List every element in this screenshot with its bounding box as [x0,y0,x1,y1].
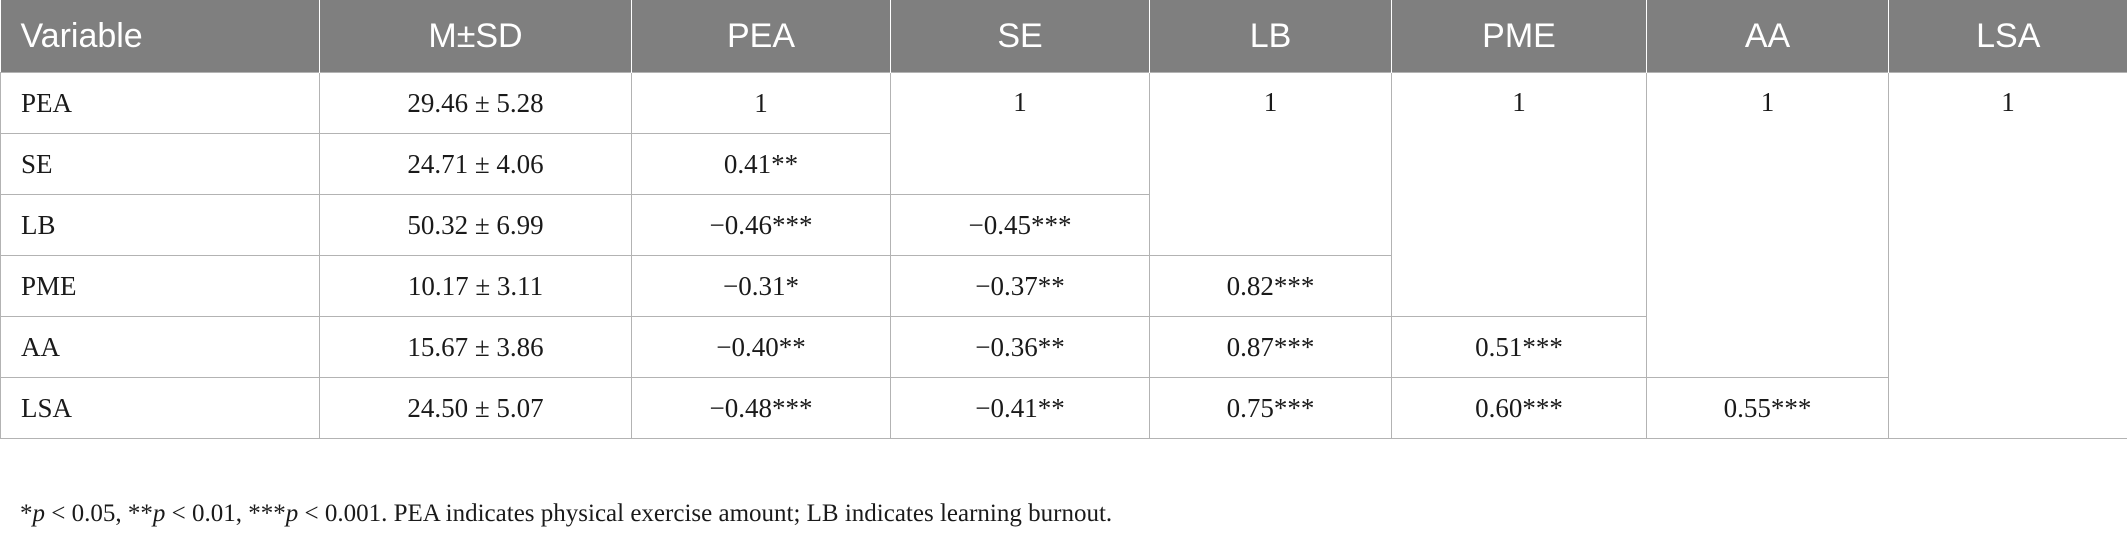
footnote-text: < 0.01, *** [165,500,286,527]
diag-se: 1 [890,72,1150,195]
cell-aa-lb: 0.87*** [1149,316,1392,378]
row-variable: LB [0,194,320,256]
cell-aa-pme: 0.51*** [1391,316,1647,378]
footnote-p: p [285,500,299,527]
cell-pea-pea: 1 [631,72,891,134]
row-msd: 24.50 ± 5.07 [319,377,632,439]
table-row: LSA 24.50 ± 5.07 −0.48*** −0.41** 0.75**… [0,377,2127,439]
header-se: SE [890,0,1150,73]
cell-lsa-pme: 0.60*** [1391,377,1647,439]
header-aa: AA [1646,0,1889,73]
table-row: AA 15.67 ± 3.86 −0.40** −0.36** 0.87*** … [0,316,2127,378]
row-variable: AA [0,316,320,378]
cell-se-pea: 0.41** [631,133,891,195]
footnote-text: < 0.001. PEA indicates physical exercise… [298,500,1113,527]
cell-aa-se: −0.36** [890,316,1150,378]
row-variable: PEA [0,72,320,134]
row-msd: 15.67 ± 3.86 [319,316,632,378]
cell-pme-lb: 0.82*** [1149,255,1392,317]
header-lb: LB [1149,0,1392,73]
correlation-table: Variable M±SD PEA SE LB PME AA LSA PEA 2… [0,0,2127,439]
header-msd: M±SD [319,0,632,73]
header-variable: Variable [0,0,320,73]
cell-lsa-se: −0.41** [890,377,1150,439]
footnote-star: * [20,500,33,527]
row-msd: 50.32 ± 6.99 [319,194,632,256]
table-footnote: *p < 0.05, **p < 0.01, ***p < 0.001. PEA… [20,500,1112,528]
diag-lb: 1 [1149,72,1392,256]
row-msd: 24.71 ± 4.06 [319,133,632,195]
diag-aa: 1 [1646,72,1889,378]
cell-pme-pea: −0.31* [631,255,891,317]
footnote-p: p [32,500,46,527]
row-variable: LSA [0,377,320,439]
header-lsa: LSA [1888,0,2127,73]
cell-pme-se: −0.37** [890,255,1150,317]
footnote-text: < 0.05, ** [45,500,153,527]
header-pme: PME [1391,0,1647,73]
header-pea: PEA [631,0,891,73]
cell-lsa-pea: −0.48*** [631,377,891,439]
table-row: SE 24.71 ± 4.06 0.41** [0,133,2127,195]
table-row: PEA 29.46 ± 5.28 1 1 1 1 1 1 [0,72,2127,439]
cell-lsa-aa: 0.55*** [1646,377,1889,439]
cell-lb-se: −0.45*** [890,194,1150,256]
cell-aa-pea: −0.40** [631,316,891,378]
row-variable: SE [0,133,320,195]
row-msd: 10.17 ± 3.11 [319,255,632,317]
cell-lsa-lb: 0.75*** [1149,377,1392,439]
cell-lb-pea: −0.46*** [631,194,891,256]
row-msd: 29.46 ± 5.28 [319,72,632,134]
diag-pme: 1 [1391,72,1647,317]
diag-lsa: 1 [1888,72,2127,439]
row-variable: PME [0,255,320,317]
header-row: Variable M±SD PEA SE LB PME AA LSA [0,0,2127,73]
table-row: PME 10.17 ± 3.11 −0.31* −0.37** 0.82*** [0,255,2127,317]
footnote-p: p [152,500,166,527]
